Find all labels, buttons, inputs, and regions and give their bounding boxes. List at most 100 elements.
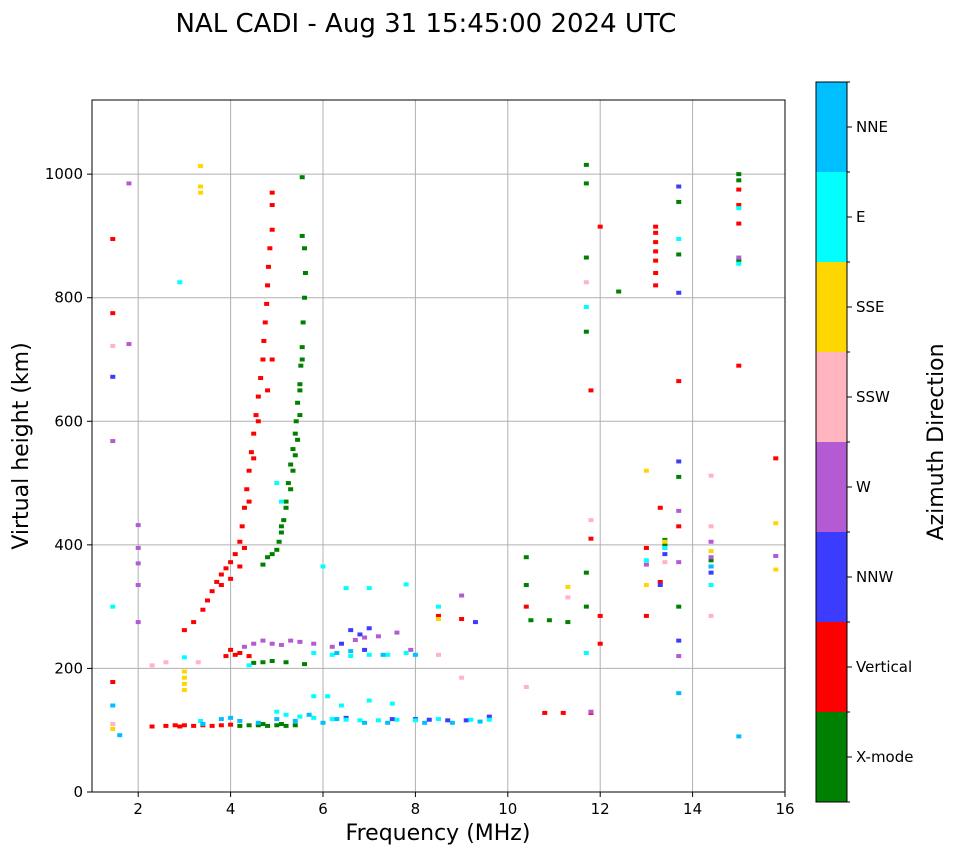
point-x-mode: [260, 562, 266, 567]
point-ssw: [163, 660, 169, 665]
point-vertical: [251, 431, 257, 436]
point-w: [588, 709, 594, 714]
point-nne: [306, 712, 312, 717]
colorbar-segment: [816, 262, 847, 352]
point-w: [251, 641, 257, 646]
point-e: [389, 701, 395, 706]
y-axis-ticks: 0 200 400 600 800 1000: [45, 165, 92, 801]
point-x-mode: [293, 419, 299, 424]
point-nnw: [362, 647, 368, 652]
x-tick-label: 4: [226, 800, 236, 818]
point-vertical: [436, 613, 441, 618]
point-sse: [662, 539, 668, 544]
point-ssw: [149, 663, 155, 668]
point-vertical: [246, 499, 252, 504]
point-e: [366, 652, 372, 657]
point-vertical: [110, 311, 116, 316]
point-e: [708, 583, 714, 588]
x-tick-label: 8: [411, 800, 421, 818]
point-w: [126, 342, 132, 347]
point-x-mode: [565, 620, 571, 625]
point-sse: [198, 184, 204, 189]
point-sse: [708, 549, 714, 554]
point-vertical: [218, 572, 224, 577]
point-x-mode: [302, 295, 308, 300]
point-x-mode: [583, 604, 589, 609]
point-vertical: [264, 301, 270, 306]
point-vertical: [653, 271, 659, 275]
point-vertical: [232, 652, 238, 657]
point-vertical: [542, 710, 548, 715]
point-sse: [198, 190, 204, 195]
colorbar: X-mode Vertical NNW W SSW SSE E NNE: [815, 81, 913, 803]
point-e: [643, 558, 649, 563]
point-vertical: [251, 456, 257, 461]
point-nne: [385, 720, 391, 725]
point-vertical: [657, 505, 663, 510]
point-nne: [334, 650, 340, 655]
point-e: [583, 650, 589, 655]
point-e: [343, 717, 349, 722]
point-e: [366, 586, 372, 591]
point-x-mode: [283, 505, 289, 510]
point-w: [135, 561, 141, 566]
x-axis-ticks: 2 4 6 8 10 12 14 16: [133, 792, 795, 818]
point-nnw: [662, 552, 668, 557]
point-w: [278, 642, 284, 647]
point-e: [412, 718, 418, 723]
point-ssw: [708, 613, 714, 618]
point-ssw: [110, 343, 116, 348]
point-nne: [292, 718, 298, 723]
point-e: [329, 717, 335, 722]
point-e: [436, 604, 441, 609]
point-ssw: [708, 473, 714, 478]
point-vertical: [269, 190, 275, 195]
point-nne: [449, 720, 455, 725]
point-vertical: [459, 617, 465, 621]
point-sse: [181, 669, 187, 674]
point-e: [177, 280, 183, 285]
point-x-mode: [676, 199, 682, 204]
point-vertical: [191, 723, 197, 728]
point-vertical: [149, 724, 155, 729]
y-tick-label: 400: [54, 536, 83, 554]
point-x-mode: [736, 172, 742, 177]
point-x-mode: [297, 388, 303, 393]
point-e: [583, 304, 589, 309]
point-nnw: [338, 641, 344, 646]
point-e: [736, 206, 742, 211]
point-x-mode: [523, 555, 529, 560]
point-ssw: [708, 524, 714, 529]
colorbar-segment: [816, 352, 847, 442]
point-vertical: [653, 249, 659, 254]
point-x-mode: [237, 723, 243, 728]
point-x-mode: [299, 357, 305, 362]
point-vertical: [110, 680, 116, 685]
point-nne: [334, 717, 340, 722]
colorbar-segment: [816, 172, 847, 262]
point-x-mode: [546, 618, 552, 623]
point-x-mode: [292, 431, 298, 436]
point-e: [357, 718, 363, 723]
point-nne: [117, 733, 123, 738]
point-w: [297, 639, 303, 644]
point-ssw: [662, 560, 668, 565]
point-e: [311, 694, 317, 699]
point-vertical: [653, 258, 659, 263]
point-x-mode: [269, 552, 275, 557]
point-vertical: [588, 536, 594, 541]
point-vertical: [181, 723, 187, 728]
point-x-mode: [290, 468, 296, 473]
point-nne: [228, 715, 234, 720]
point-vertical: [214, 579, 220, 584]
point-e: [486, 717, 492, 722]
point-x-mode: [583, 162, 589, 167]
point-x-mode: [736, 178, 742, 183]
point-nnw: [657, 583, 663, 588]
point-vertical: [269, 227, 275, 232]
point-x-mode: [288, 462, 294, 467]
point-vertical: [241, 545, 247, 550]
point-nnw: [357, 632, 363, 637]
point-e: [274, 481, 280, 486]
